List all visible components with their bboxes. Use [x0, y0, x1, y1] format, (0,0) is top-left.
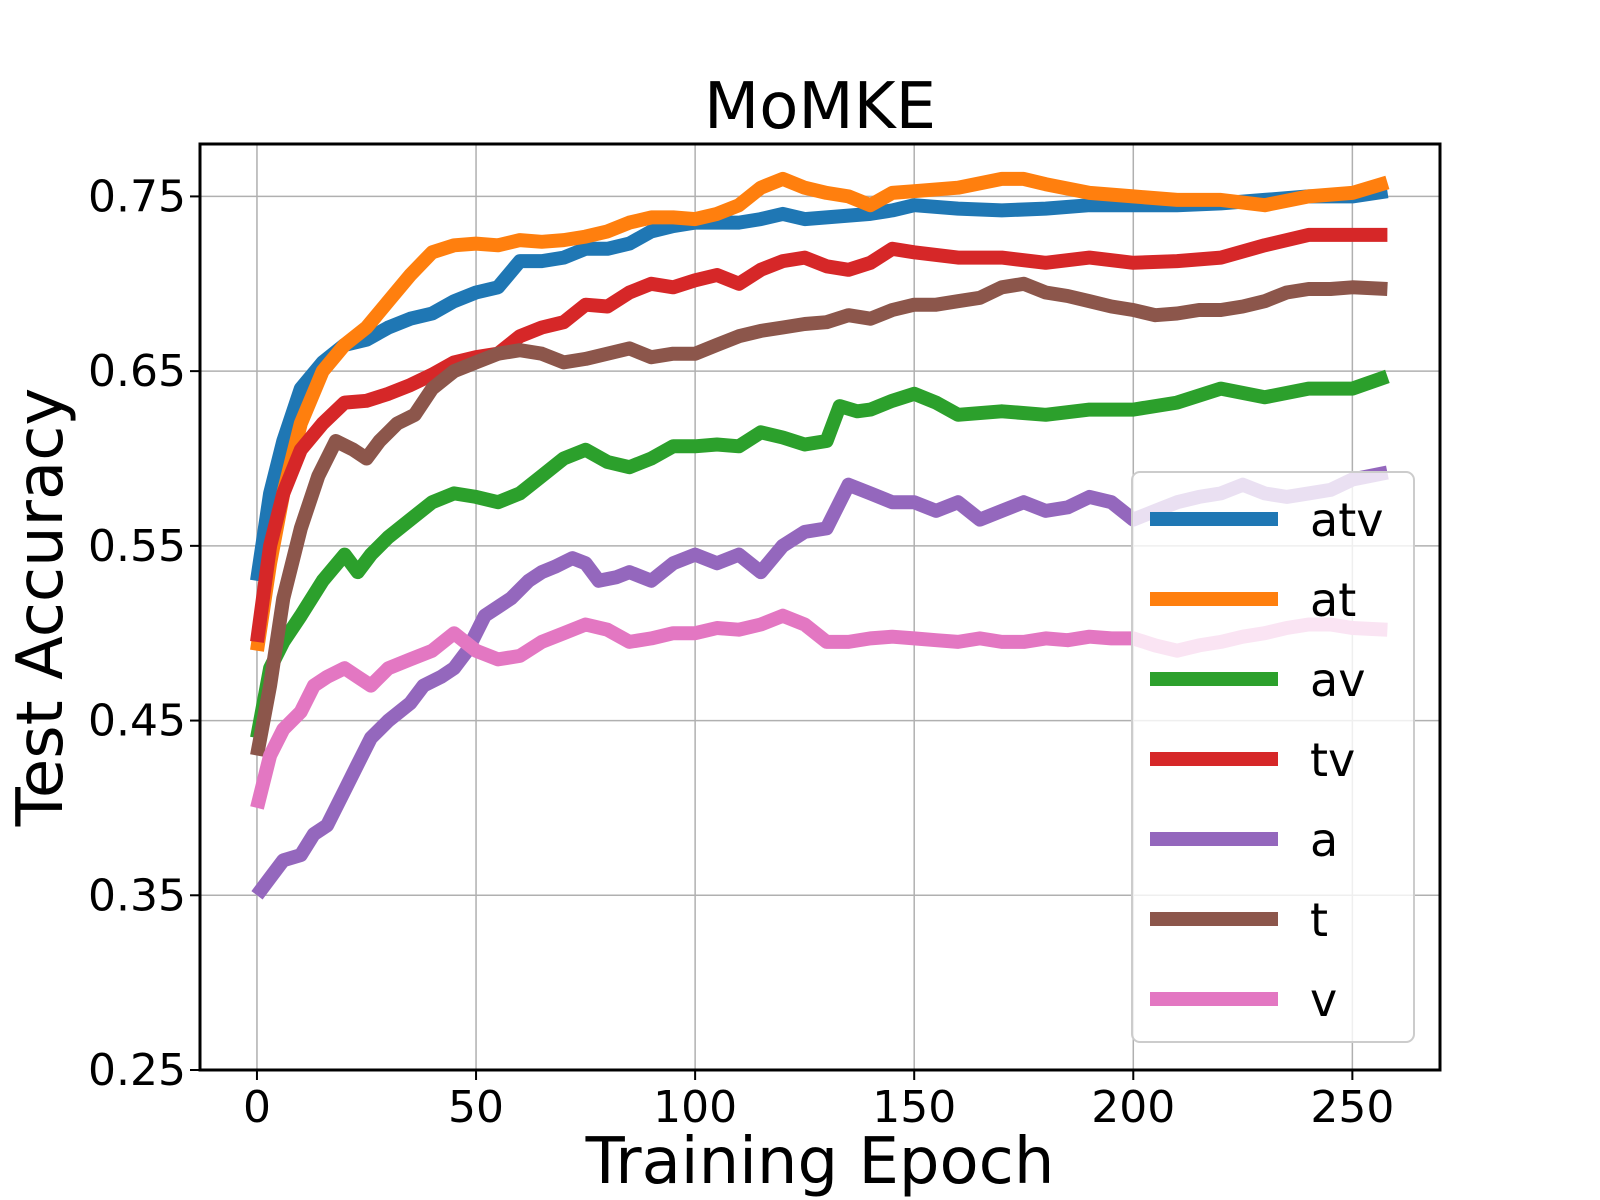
x-tick-label: 250 — [1310, 1082, 1394, 1133]
series-line-av — [250, 369, 1390, 740]
x-tick-label: 150 — [872, 1082, 956, 1133]
legend-label-t: t — [1310, 893, 1328, 947]
y-tick-label: 0.55 — [88, 521, 186, 572]
y-tick-label: 0.25 — [88, 1045, 186, 1096]
y-tick-label: 0.35 — [88, 870, 186, 921]
legend-label-at: at — [1310, 573, 1356, 627]
x-tick-label: 50 — [448, 1082, 504, 1133]
plot-frame — [198, 142, 1442, 1072]
series-line-atv — [250, 184, 1389, 582]
y-axis-ticks: 0.25 0.35 0.45 0.55 0.65 0.75 — [88, 171, 200, 1096]
y-tick-label: 0.75 — [88, 171, 186, 222]
legend-label-tv: tv — [1310, 733, 1355, 787]
x-tick-label: 100 — [653, 1082, 737, 1133]
series-line-tv — [250, 227, 1388, 643]
x-axis-ticks: 0 50 100 150 200 250 — [243, 1070, 1394, 1133]
y-tick-label: 0.45 — [88, 696, 186, 747]
y-tick-label: 0.65 — [88, 346, 186, 397]
chart-title: MoMKE — [704, 70, 936, 144]
x-tick-label: 200 — [1091, 1082, 1175, 1133]
legend-label-v: v — [1310, 973, 1337, 1027]
legend-label-a: a — [1310, 813, 1338, 867]
y-axis-label: Test Accuracy — [4, 388, 78, 828]
series-line-t — [250, 276, 1388, 757]
series-line-at — [250, 171, 1390, 652]
x-axis-label: Training Epoch — [585, 1125, 1055, 1199]
legend-label-av: av — [1310, 653, 1365, 707]
legend-label-atv: atv — [1310, 493, 1383, 547]
x-tick-label: 0 — [243, 1082, 271, 1133]
